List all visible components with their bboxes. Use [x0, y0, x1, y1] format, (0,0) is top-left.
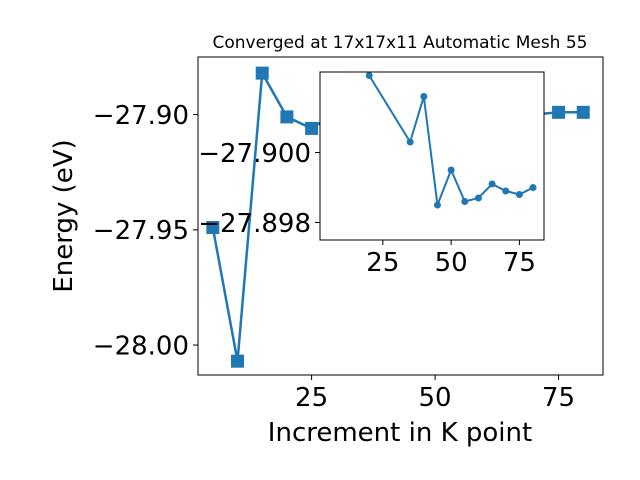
inset-data-point [515, 191, 523, 198]
main-y-tick-label: −27.95 [93, 216, 189, 246]
inset-data-point [488, 180, 496, 188]
inset-data-point [529, 184, 537, 191]
chart-title: Converged at 17x17x11 Automatic Mesh 55 [213, 33, 588, 53]
inset-x-tick-label: 50 [435, 248, 468, 278]
main-data-point [255, 66, 269, 80]
inset-data-point [447, 166, 455, 174]
inset-x-tick-label: 25 [366, 248, 399, 278]
main-data-point [231, 354, 245, 368]
main-y-tick-label: −28.00 [93, 331, 189, 361]
x-axis-label: Increment in K point [268, 418, 532, 448]
main-x-tick-label: 75 [542, 383, 575, 413]
inset-data-point [461, 198, 469, 205]
inset-y-tick-label: −27.900 [198, 139, 311, 169]
inset-data-point [365, 72, 373, 79]
main-frame [197, 56, 604, 376]
main-y-tick-label: −27.90 [93, 101, 189, 131]
main-data-point [576, 105, 590, 119]
main-data-point [552, 105, 566, 119]
main-data-point [280, 110, 294, 124]
main-data-point [305, 121, 319, 135]
inset-data-point [502, 187, 510, 195]
inset-data-point [474, 194, 482, 202]
inset-data-point [433, 201, 441, 209]
inset-data-point [406, 138, 414, 146]
main-x-tick-label: 25 [295, 383, 328, 413]
inset-data-point [420, 93, 428, 100]
inset-plot: 25 50 75 −27.900 −27.898 [198, 71, 545, 278]
inset-frame [319, 71, 545, 241]
main-x-tick-label: 50 [419, 383, 452, 413]
main-data-point [206, 221, 220, 235]
y-axis-label: Energy (eV) [49, 139, 79, 292]
inset-x-tick-label: 75 [503, 248, 536, 278]
inset-y-tick-label: −27.898 [198, 209, 311, 239]
